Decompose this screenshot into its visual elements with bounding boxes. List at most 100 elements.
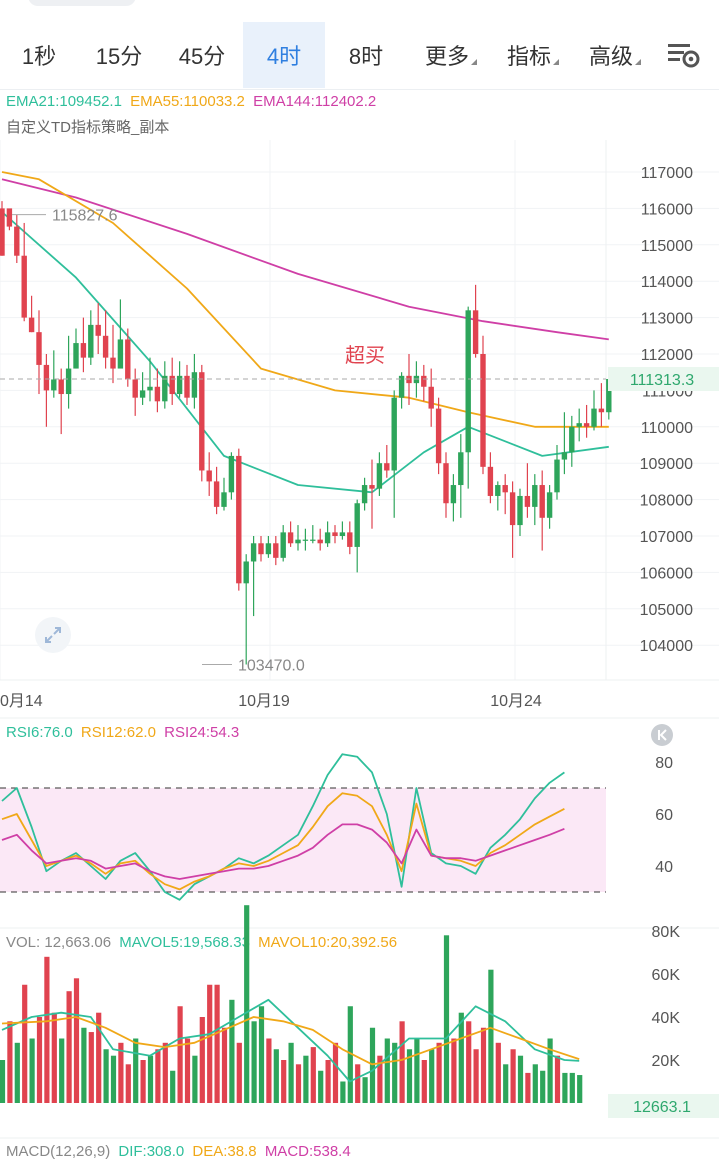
volume-bar-down (510, 1049, 516, 1103)
macd-params-legend: MACD(12,26,9) (6, 1143, 111, 1160)
candle-down (509, 492, 516, 526)
candle-down (0, 208, 5, 256)
volume-bar-down (310, 1047, 316, 1103)
volume-bar-down (207, 984, 213, 1103)
volume-bar-up (251, 1021, 257, 1103)
tab-3[interactable]: 4时 (243, 22, 325, 88)
rsi-axis-label: 60 (655, 807, 673, 824)
tab-0[interactable]: 1秒 (6, 22, 72, 88)
time-axis-label: 10月24 (490, 693, 542, 710)
tab-label: 4时 (266, 44, 302, 69)
price-axis-label: 116000 (641, 201, 693, 218)
rsi-axis-label: 40 (655, 859, 673, 876)
volume-bar-down (451, 1038, 457, 1103)
tab-7[interactable]: 高级 (576, 22, 654, 88)
volume-bar-down (88, 1032, 94, 1103)
candle-down (539, 485, 545, 518)
candle-down (443, 463, 449, 504)
volume-axis-label: 40K (652, 1010, 681, 1027)
volume-bar-up (503, 1064, 509, 1103)
candle-down (6, 208, 13, 227)
candle-up (561, 452, 568, 460)
tab-label: 更多 (424, 44, 469, 69)
candle-up (162, 375, 168, 402)
candle-down (43, 364, 50, 391)
volume-bar-down (177, 1006, 183, 1103)
candle-up (191, 372, 198, 398)
candle-up (576, 423, 582, 427)
volume-bar-down (96, 1012, 102, 1103)
volume-bar-up (103, 1049, 109, 1103)
rsi-line-rsi6 (1, 753, 565, 901)
candle-down (287, 532, 294, 544)
collapse-indicator-icon[interactable] (651, 724, 673, 746)
price-axis-label: 104000 (640, 638, 693, 655)
candle-down (169, 375, 175, 395)
tab-2[interactable]: 45分 (164, 22, 240, 88)
candle-up (243, 561, 249, 584)
candle-down (199, 372, 205, 471)
candle-up (398, 375, 405, 398)
volume-bar-up (540, 1070, 546, 1103)
candle-down (213, 481, 220, 507)
volume-legend: VOL: 12,663.06 MAVOL5:19,568.33 MAVOL10:… (6, 934, 401, 951)
volume-bar-up (406, 1049, 413, 1103)
ema21-line (1, 211, 609, 494)
volume-bar-up (532, 1064, 538, 1103)
volume-ma-mavol5 (1, 998, 580, 1083)
rsi-legend: RSI6:76.0 RSI12:62.0 RSI24:54.3 (6, 724, 243, 741)
ema21-legend: EMA21:109452.1 (6, 93, 122, 110)
dropdown-triangle-icon (553, 59, 559, 65)
dropdown-triangle-icon (471, 59, 477, 65)
strategy-legend: 自定义TD指标策略_副本 (6, 119, 170, 136)
volume-bar-down (466, 1021, 472, 1103)
price-axis-label: 107000 (640, 529, 693, 546)
volume-bar-down (118, 1042, 124, 1103)
tab-label: 15分 (95, 44, 143, 69)
candle-up (310, 539, 316, 541)
candle-down (258, 543, 264, 555)
rsi12-legend: RSI12:62.0 (80, 724, 156, 741)
volume-bar-down (140, 1060, 146, 1103)
dif-legend: DIF:308.0 (118, 1143, 185, 1160)
candle-down (406, 375, 412, 384)
candle-up (117, 339, 124, 369)
candle-down (125, 339, 131, 380)
candle-up (391, 397, 397, 471)
tab-1[interactable]: 15分 (82, 22, 156, 88)
expand-chart-icon[interactable] (35, 617, 71, 653)
tab-label: 8时 (348, 44, 384, 69)
candle-up (354, 503, 360, 547)
search-pill[interactable] (28, 0, 136, 6)
volume-bar-up (273, 1049, 279, 1103)
volume-bar-down (73, 978, 80, 1103)
price-axis-label: 115000 (641, 238, 693, 255)
volume-bar-down (281, 1060, 287, 1103)
volume-bar-down (162, 1042, 168, 1103)
volume-bar-down (355, 1064, 361, 1103)
macd-legend: MACD(12,26,9) DIF:308.0 DEA:38.8 MACD:53… (6, 1143, 355, 1160)
volume-bar-up (362, 1077, 368, 1103)
tab-6[interactable]: 指标 (494, 22, 572, 88)
candle-down (102, 335, 109, 358)
tab-5[interactable]: 更多 (412, 22, 490, 88)
dea-legend: DEA:38.8 (192, 1143, 257, 1160)
candle-up (376, 463, 383, 489)
volume-bar-up (414, 1038, 420, 1103)
period-tab-bar: 1秒 15分 45分 4时 8时 更多 指标 高级 (0, 0, 719, 90)
price-axis-label: 108000 (640, 493, 693, 510)
candle-up (250, 543, 257, 562)
candle-down (583, 423, 590, 427)
chart-settings-icon[interactable] (664, 38, 704, 72)
candle-down (598, 408, 605, 413)
volume-bar-down (480, 1027, 487, 1103)
rsi-axis-label: 80 (655, 755, 673, 772)
candle-down (110, 357, 116, 369)
candle-down (502, 485, 508, 493)
candle-up (339, 532, 346, 536)
candle-up (51, 379, 57, 391)
tab-4[interactable]: 8时 (330, 22, 402, 88)
volume-axis-label: 60K (652, 967, 681, 984)
candle-down (435, 408, 442, 464)
